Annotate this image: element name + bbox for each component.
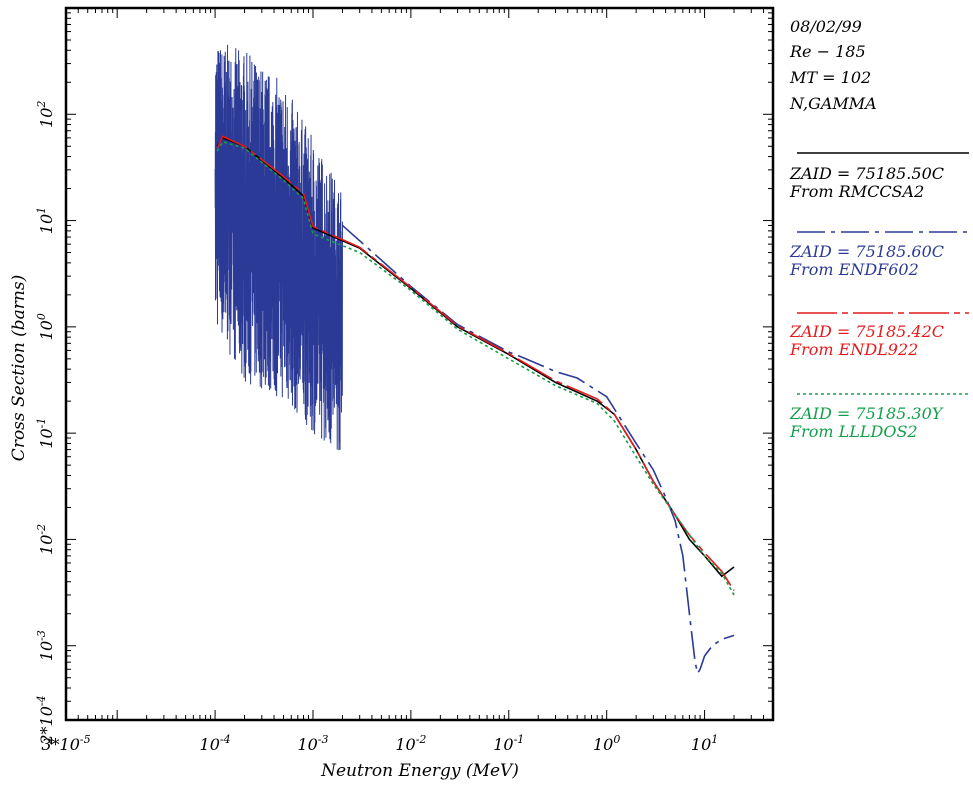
x-tick-label: 101 [691,733,718,754]
endf602-line [341,224,735,676]
y-tick-label: 100 [35,313,56,340]
legend-entry-zaid: ZAID = 75185.30Y [790,404,943,423]
x-tick-label: 10-1 [493,733,524,754]
x-axis-label: Neutron Energy (MeV) [320,761,519,781]
series-lines [216,135,735,676]
endf602-resonance-region [214,44,343,451]
y-axis-label: Cross Section (barns) [9,275,29,461]
x-tick-labels: 3*10-5 10-4 10-3 10-2 10-1 100 101 [41,733,718,754]
x-tick-label: 10-4 [200,733,231,754]
x-tick-label: 10-2 [395,733,426,754]
header-date: 08/02/99 [790,17,862,36]
legend-entry-zaid: ZAID = 75185.50C [790,164,944,183]
legend-entry-source: From LLLDOS2 [790,422,918,441]
y-tick-label: 2*10-4 [35,695,56,745]
legend-entry-zaid: ZAID = 75185.60C [790,242,944,261]
header-reaction: N,GAMMA [790,94,877,113]
legend-entry-source: From ENDF602 [790,260,919,279]
header-material: Re − 185 [790,42,866,61]
legend-entry-source: From ENDL922 [790,340,919,359]
y-tick-label: 101 [35,207,56,234]
plot-frame [64,6,775,722]
x-tick-label: 100 [593,733,620,754]
y-tick-label: 10-2 [35,524,56,555]
endf602-resonance-trace [214,44,343,451]
legend-lines [797,152,969,395]
rmccsa2-line [216,136,735,578]
axis-ticks [65,8,774,721]
llldos2-line [216,140,735,596]
legend-entry-zaid: ZAID = 75185.42C [790,322,944,341]
header-mt: MT = 102 [790,68,872,87]
x-tick-label: 10-3 [297,733,328,754]
y-tick-labels: 2*10-4 10-3 10-2 10-1 100 101 102 [35,101,56,746]
y-tick-label: 10-3 [35,630,56,661]
legend-entry-source: From RMCCSA2 [790,182,925,201]
y-tick-label: 102 [35,101,56,128]
x-tick-label: 3*10-5 [41,733,90,754]
y-tick-label: 10-1 [35,418,56,449]
